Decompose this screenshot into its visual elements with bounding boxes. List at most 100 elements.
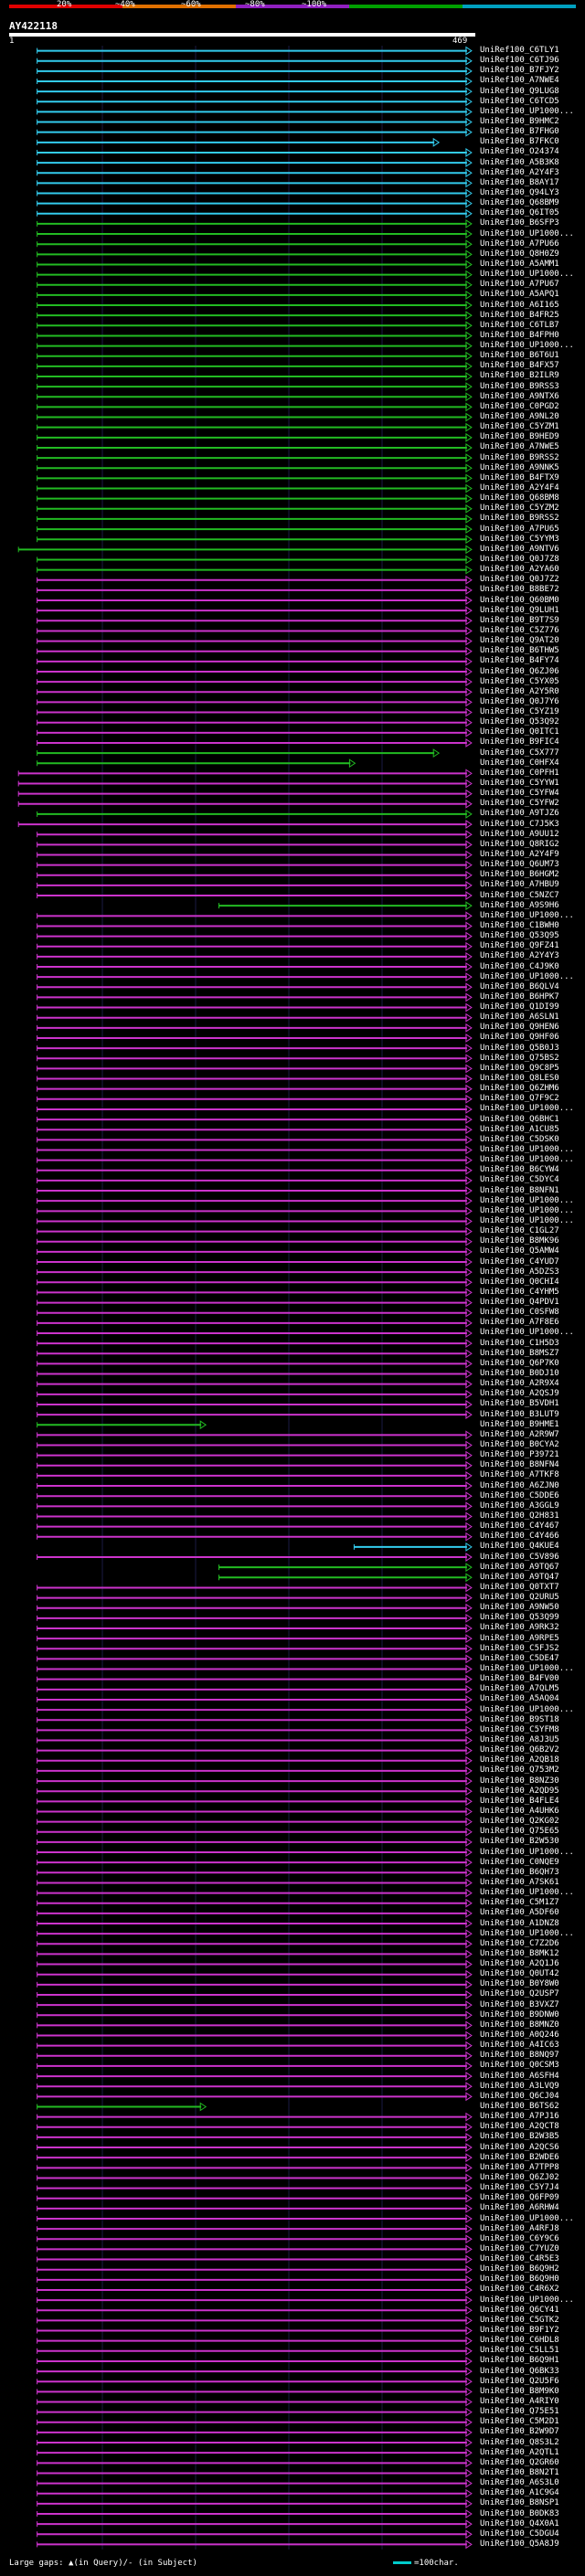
hit-bar[interactable] [37,208,473,218]
hit-label[interactable]: UniRef100_C5DYC4 [480,1175,559,1185]
hit-bar[interactable] [37,1817,473,1827]
hit-label[interactable]: UniRef100_Q8H0Z9 [480,249,559,259]
hit-bar[interactable] [37,1308,473,1318]
hit-bar[interactable] [37,1267,473,1277]
hit-bar[interactable] [37,280,473,290]
hit-label[interactable]: UniRef100_A7NWE4 [480,76,559,86]
hit-bar[interactable] [37,911,473,921]
hit-bar[interactable] [37,2132,473,2142]
hit-bar[interactable] [37,616,473,626]
hit-bar[interactable] [37,1339,473,1349]
hit-label[interactable]: UniRef100_Q6ZHM6 [480,1084,559,1094]
hit-bar[interactable] [37,2173,473,2183]
hit-label[interactable]: UniRef100_Q0UT42 [480,1969,559,1979]
hit-bar[interactable] [37,1898,473,1908]
hit-bar[interactable] [37,77,473,86]
hit-bar[interactable] [37,402,473,412]
hit-bar[interactable] [37,707,473,717]
hit-bar[interactable] [37,1288,473,1298]
hit-bar[interactable] [37,1257,473,1267]
hit-bar[interactable] [37,117,473,127]
hit-label[interactable]: UniRef100_A6I165 [480,300,559,310]
hit-bar[interactable] [37,1410,473,1420]
hit-bar[interactable] [37,2163,473,2173]
hit-label[interactable]: UniRef100_B0CYA2 [480,1440,559,1449]
hit-bar[interactable] [37,311,473,321]
hit-label[interactable]: UniRef100_A2R9X4 [480,1379,559,1389]
hit-label[interactable]: UniRef100_C6TLB7 [480,320,559,330]
hit-bar[interactable] [37,1786,473,1797]
hit-bar[interactable] [37,1613,473,1623]
hit-bar[interactable] [37,2438,473,2447]
hit-label[interactable]: UniRef100_B9DNW0 [480,2009,559,2019]
hit-bar[interactable] [37,1765,473,1776]
hit-bar[interactable] [37,1868,473,1878]
hit-label[interactable]: UniRef100_C5YYM3 [480,534,559,544]
hit-bar[interactable] [37,1094,473,1104]
hit-label[interactable]: UniRef100_Q2H831 [480,1511,559,1521]
hit-label[interactable]: UniRef100_C1H5D3 [480,1338,559,1348]
hit-bar[interactable] [37,1848,473,1857]
hit-bar[interactable] [37,870,473,880]
hit-label[interactable]: UniRef100_P39721 [480,1450,559,1460]
hit-label[interactable]: UniRef100_B6SFP3 [480,218,559,228]
hit-label[interactable]: UniRef100_A2Y5R0 [480,686,559,696]
hit-label[interactable]: UniRef100_UP1000... [480,1205,574,1215]
hit-label[interactable]: UniRef100_Q9LUG8 [480,86,559,96]
hit-bar[interactable] [17,820,473,830]
hit-label[interactable]: UniRef100_Q4X0A1 [480,2518,559,2528]
hit-label[interactable]: UniRef100_Q8LES0 [480,1074,559,1084]
hit-bar[interactable] [37,137,441,147]
hit-bar[interactable] [37,1532,473,1542]
hit-bar[interactable] [37,555,473,565]
hit-label[interactable]: UniRef100_B9HED9 [480,432,559,442]
hit-bar[interactable] [37,1034,473,1043]
hit-bar[interactable] [37,1654,473,1664]
hit-bar[interactable] [37,392,473,402]
hit-bar[interactable] [37,1379,473,1389]
hit-label[interactable]: UniRef100_B8MSZ7 [480,1348,559,1358]
hit-label[interactable]: UniRef100_UP1000... [480,1928,574,1938]
hit-bar[interactable] [37,1002,473,1012]
hit-label[interactable]: UniRef100_A7TPP8 [480,2162,559,2172]
hit-label[interactable]: UniRef100_UP1000... [480,1215,574,1225]
hit-label[interactable]: UniRef100_Q9FZ41 [480,941,559,951]
hit-bar[interactable] [37,931,473,941]
hit-bar[interactable] [37,1359,473,1369]
hit-bar[interactable] [37,2488,473,2498]
hit-bar[interactable] [37,1298,473,1308]
hit-bar[interactable] [37,1807,473,1817]
hit-bar[interactable] [37,1624,473,1633]
hit-label[interactable]: UniRef100_Q6B2V2 [480,1745,559,1755]
hit-label[interactable]: UniRef100_A7QLM5 [480,1684,559,1694]
hit-label[interactable]: UniRef100_Q94LY3 [480,188,559,197]
hit-label[interactable]: UniRef100_C7YUZ0 [480,2243,559,2253]
hit-bar[interactable] [37,2082,473,2092]
hit-label[interactable]: UniRef100_A5DF60 [480,1908,559,1918]
hit-bar[interactable] [353,1542,473,1552]
hit-label[interactable]: UniRef100_B5VDH1 [480,1399,559,1409]
hit-bar[interactable] [37,1054,473,1064]
hit-bar[interactable] [37,921,473,931]
hit-bar[interactable] [37,2498,473,2508]
hit-label[interactable]: UniRef100_B6Q9H0 [480,2274,559,2284]
hit-label[interactable]: UniRef100_Q5B0J3 [480,1043,559,1053]
hit-bar[interactable] [37,463,473,473]
hit-bar[interactable] [37,1969,473,1979]
hit-bar[interactable] [37,1837,473,1847]
hit-label[interactable]: UniRef100_A1C9G4 [480,2488,559,2498]
hit-label[interactable]: UniRef100_B2W9D7 [480,2427,559,2437]
hit-bar[interactable] [37,229,473,239]
hit-bar[interactable] [37,188,473,198]
hit-label[interactable]: UniRef100_A0Q246 [480,2030,559,2041]
hit-bar[interactable] [37,1206,473,1216]
hit-bar[interactable] [37,656,473,666]
hit-bar[interactable] [37,2529,473,2539]
hit-bar[interactable] [37,432,473,442]
hit-label[interactable]: UniRef100_UP1000... [480,341,574,351]
hit-bar[interactable] [37,626,473,636]
hit-bar[interactable] [37,1929,473,1939]
hit-bar[interactable] [37,1481,473,1490]
hit-bar[interactable] [37,1715,473,1725]
hit-bar[interactable] [37,2407,473,2417]
